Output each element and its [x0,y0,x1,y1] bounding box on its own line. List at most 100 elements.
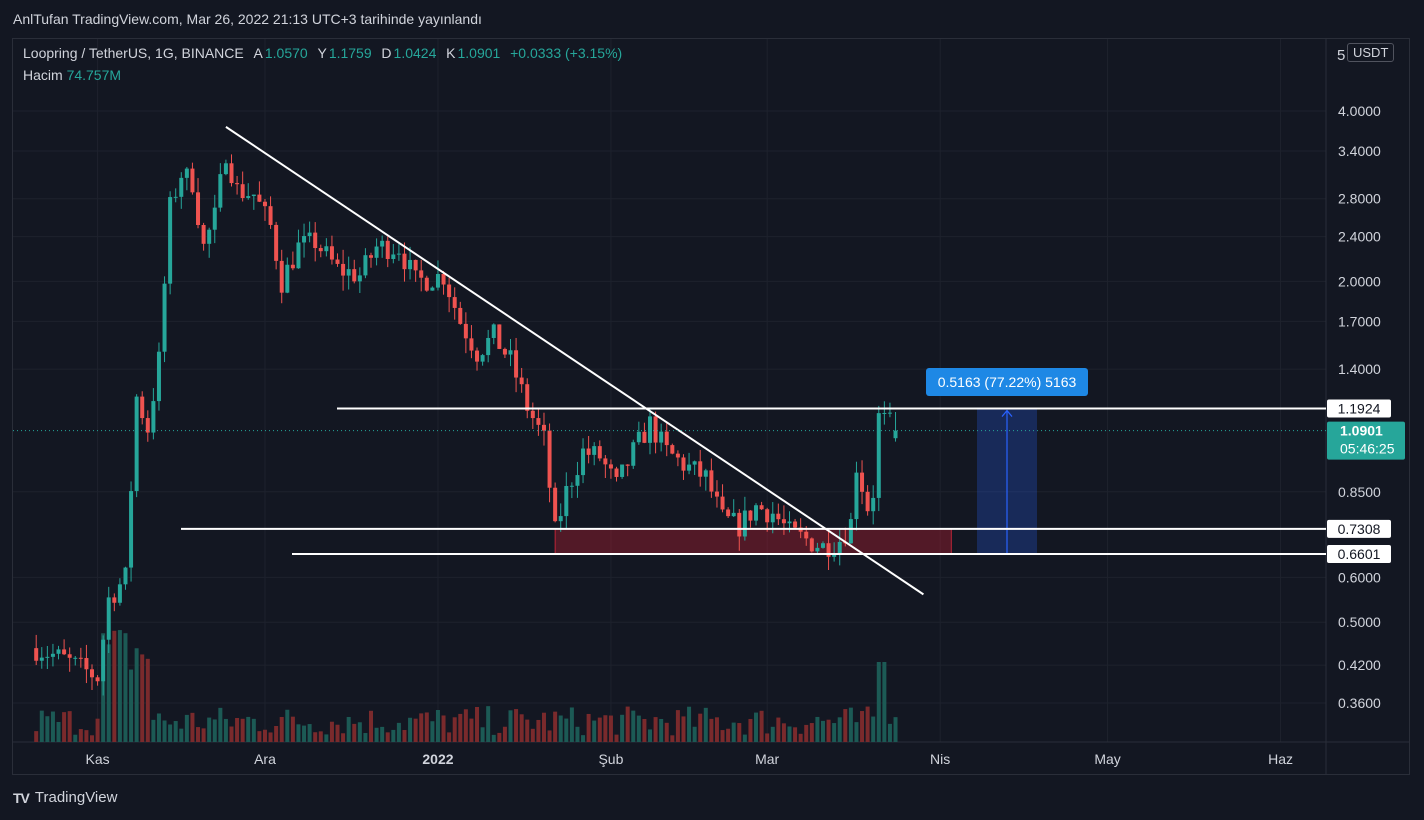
symbol-label[interactable]: Loopring / TetherUS, 1G, BINANCE [23,45,244,61]
volume-bar [447,732,452,742]
chart-frame[interactable] [12,38,1410,775]
volume-bar [184,714,189,742]
volume-bar [419,713,424,742]
volume-bar [620,714,625,742]
x-tick-label: Haz [1268,751,1293,767]
volume-bar [374,727,379,742]
last-price-label: 1.0901 [1340,423,1383,439]
volume-bar [173,721,178,742]
volume-bar [631,710,636,742]
candle-body [369,255,373,258]
x-tick-label: Kas [86,751,110,767]
candle-body [508,350,513,355]
candle-body [363,255,368,276]
x-tick-label: Mar [755,751,779,767]
volume-bar [251,718,256,742]
volume-bar [324,734,329,742]
y-tick-label: 0.6000 [1338,569,1381,585]
volume-bar [530,728,535,742]
candle-body [50,653,55,657]
open-key: A [253,45,263,61]
candle-body [129,491,134,568]
candle-body [391,254,396,259]
candle-body [240,184,245,199]
candle-body [452,297,457,308]
volume-bar [246,716,251,742]
volume-bar [525,719,530,742]
candle-body [871,497,876,512]
volume-bar [240,718,245,742]
volume-bar [854,722,859,742]
level-price-tag [1327,544,1391,563]
volume-bar [129,669,134,742]
volume-bar [45,716,50,742]
candle-body [430,287,435,291]
y-tick-label: 1.4000 [1338,361,1381,377]
volume-bar [575,726,580,742]
volume-bar [558,715,563,742]
volume-bar [302,725,307,742]
volume-bar [843,709,848,742]
candle-body [675,453,680,458]
candle-body [73,657,78,659]
footer-brand-text: TradingView [34,789,118,806]
candle-body [56,649,61,654]
candle-body [564,485,569,517]
low-value: 1.0424 [393,45,437,61]
candle-body [352,269,357,282]
volume-bar [586,713,591,742]
footer-brand[interactable]: TV TradingView [13,789,117,806]
candle-body [419,270,424,278]
ohlc-legend: Loopring / TetherUS, 1G, BINANCE A 1.0570… [23,45,624,61]
candle-body [748,510,753,521]
volume-bar [341,733,346,742]
candle-body [726,509,731,517]
volume-bar [95,718,100,742]
close-value: 1.0901 [457,45,501,61]
trendline[interactable] [225,126,924,596]
volume-bar [168,724,173,742]
volume-bar [329,721,334,742]
volume-bar [212,719,217,742]
volume-bar [514,709,519,742]
candle-body [876,413,881,498]
candle-body [380,240,385,247]
candle-body [787,521,792,524]
candle-body [569,485,574,487]
candle-body [776,513,781,520]
low-key: D [381,45,392,61]
volume-bar [435,709,440,742]
volume-bar [413,718,418,742]
volume-bar [569,707,574,742]
candle-body [681,457,686,471]
volume-bar [441,715,446,742]
candle-body [251,194,256,197]
volume-bar [703,707,708,742]
candle-body [698,461,703,477]
y-tick-label: 2.8000 [1338,191,1381,207]
y-tick-label: 2.4000 [1338,229,1381,245]
supply-zone[interactable] [554,528,952,555]
candle-body [335,259,340,264]
candle-body [848,519,853,544]
candle-body [101,639,106,682]
candle-body [151,401,156,433]
candle-body [357,275,362,282]
candle-body [469,338,474,351]
last-price-tag [1327,421,1405,460]
candle-body [703,470,708,477]
volume-bar [380,726,385,742]
candle-body [207,229,212,244]
candle-body [463,323,468,339]
candle-body [285,264,290,293]
y-tick-label: 2.0000 [1338,273,1381,289]
candle-body [235,183,240,185]
volume-bar [748,718,753,742]
candle-body [78,657,83,659]
currency-button[interactable]: USDT [1347,43,1395,62]
candle-body [329,246,334,260]
volume-bar [218,707,223,742]
volume-bar [480,727,485,742]
volume-bar [887,723,892,742]
